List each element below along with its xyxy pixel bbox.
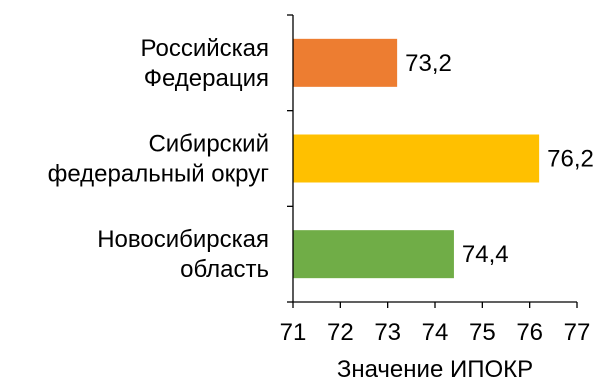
value-labels-group: 73,2 76,2 74,4 [405, 50, 594, 268]
x-tick-label: 72 [327, 319, 354, 346]
bar [293, 38, 398, 87]
bar [293, 134, 540, 183]
category-label: Новосибирская [97, 226, 269, 253]
x-axis-title: Значение ИПОКР [337, 356, 533, 383]
x-tick-label: 71 [280, 319, 307, 346]
bar [293, 230, 454, 279]
data-label: 76,2 [547, 146, 594, 173]
x-tick-label: 73 [374, 319, 401, 346]
x-tick-label: 75 [469, 319, 496, 346]
category-label: область [180, 256, 269, 283]
data-label: 73,2 [405, 50, 452, 77]
category-label: федеральный округ [48, 161, 270, 188]
bars-group [293, 38, 540, 279]
category-label: Сибирский [148, 131, 269, 158]
x-tick-label: 76 [516, 319, 543, 346]
category-label: Федерация [144, 65, 269, 92]
x-tick-label: 74 [422, 319, 449, 346]
category-label: Российская [141, 35, 269, 62]
data-label: 74,4 [462, 241, 509, 268]
category-labels-group: Российская Федерация Сибирский федеральный … [48, 35, 270, 283]
x-tick-label: 77 [564, 319, 591, 346]
x-ticks-group: 71 72 73 74 75 76 77 [280, 302, 591, 346]
